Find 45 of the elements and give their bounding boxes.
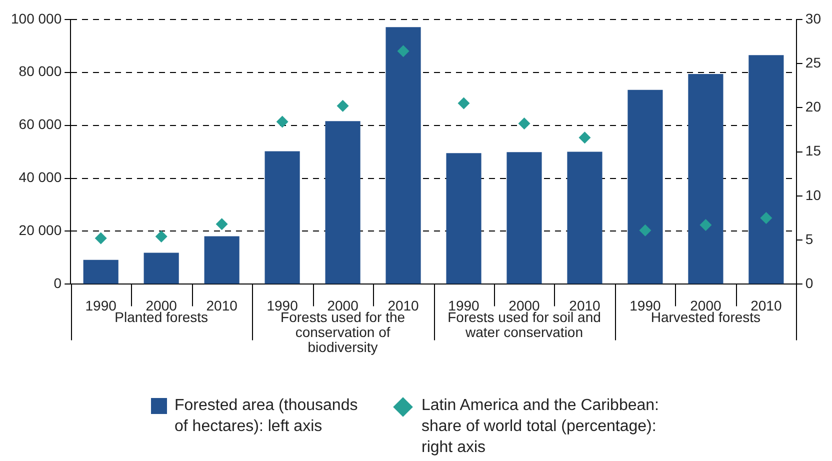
bar (264, 151, 300, 284)
legend-label: Latin America and the Caribbean: share of world total (percentage): right axis (422, 396, 660, 458)
bar (386, 27, 421, 284)
point (336, 100, 349, 112)
x-tick-label: 1990 (448, 297, 480, 314)
bar (446, 153, 482, 284)
x-tick-label: 1990 (85, 297, 117, 314)
y2-tick-label: 10 (805, 186, 822, 203)
y2-tick-label: 0 (805, 275, 814, 292)
y-tick-label: 40 000 (18, 169, 62, 186)
point (397, 45, 410, 58)
y-tick-label: 100 000 (10, 10, 62, 26)
y-tick-label: 80 000 (18, 63, 62, 80)
x-tick-label: 2010 (206, 297, 238, 314)
point (94, 232, 107, 244)
bar (83, 260, 118, 284)
y-tick-label: 60 000 (18, 116, 62, 132)
bar (748, 55, 784, 284)
point (700, 219, 712, 232)
y2-tick-label: 20 (805, 98, 822, 115)
point (458, 97, 470, 110)
bar (144, 252, 179, 284)
y2-tick-label: 15 (805, 142, 822, 159)
bar (325, 121, 360, 284)
y-tick-label: 20 000 (18, 222, 62, 238)
x-tick-label: 1990 (266, 297, 298, 314)
y-tick-label: 0 (54, 275, 62, 292)
legend-label: Forested area (thousands of hectares): left axis (174, 396, 359, 437)
bar (567, 152, 602, 284)
y2-tick-label: 5 (805, 230, 814, 247)
bar (628, 90, 663, 284)
point (760, 212, 772, 224)
point (518, 118, 530, 130)
x-tick-label: 2000 (327, 297, 359, 314)
point (578, 132, 591, 144)
point (155, 230, 168, 243)
y2-tick-label: 25 (805, 54, 822, 70)
bar (688, 74, 724, 284)
x-tick-label: 2000 (508, 297, 540, 314)
bar (506, 152, 542, 284)
point (216, 218, 228, 230)
point (276, 116, 288, 128)
y2-tick-label: 30 (805, 10, 822, 26)
bar (204, 236, 240, 284)
point (639, 224, 652, 236)
